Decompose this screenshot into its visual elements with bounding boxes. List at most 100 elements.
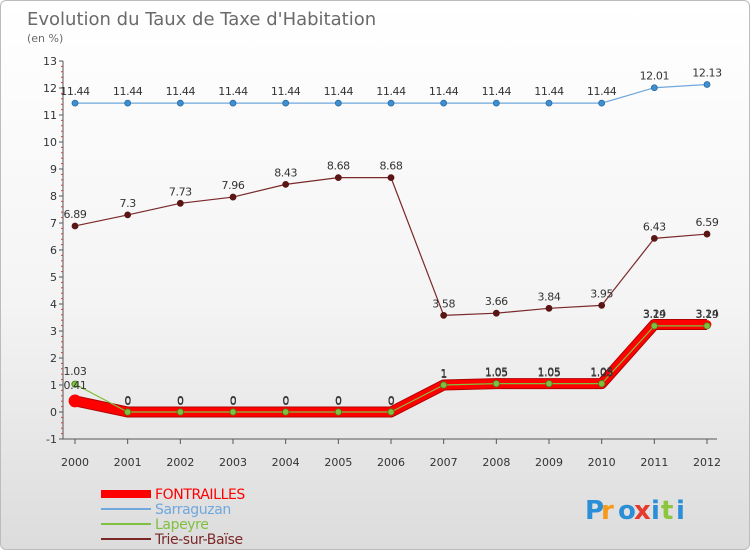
data-label: 1.05: [590, 366, 613, 379]
data-label: 0: [335, 395, 342, 408]
x-tick-label: 2002: [166, 456, 194, 469]
data-point: [124, 99, 132, 107]
logo-letter: t: [661, 496, 673, 526]
data-label: 11.44: [587, 85, 617, 98]
data-label: 0: [124, 394, 131, 407]
data-label: 11.44: [113, 85, 143, 98]
data-label: 7.96: [222, 179, 245, 192]
data-label: 7.3: [120, 197, 137, 210]
data-label: 1.05: [485, 367, 508, 380]
data-point: [71, 99, 79, 107]
data-label: 0.41: [64, 379, 87, 392]
x-tick-label: 2001: [114, 456, 142, 469]
data-label: 12.01: [640, 70, 670, 83]
series-layer: [68, 81, 712, 418]
data-label: 8.68: [380, 160, 403, 173]
x-tick-label: 2012: [693, 456, 721, 469]
data-label: 11.44: [166, 85, 196, 98]
legend: FONTRAILLESSarraguzanLapeyreTrie-sur-Baï…: [101, 487, 246, 548]
data-point: [387, 174, 395, 182]
data-point: [124, 408, 132, 416]
data-label: 11.44: [218, 85, 248, 98]
data-label: 3.66: [485, 295, 508, 308]
data-label: 11.44: [271, 85, 301, 98]
y-tick-label: 6: [50, 244, 57, 257]
data-point: [440, 311, 448, 319]
legend-label: Sarraguzan: [155, 502, 231, 518]
data-label: 0: [388, 394, 395, 407]
data-label: 12.13: [692, 66, 722, 79]
data-point: [334, 99, 342, 107]
data-point: [650, 234, 658, 242]
x-tick-label: 2010: [588, 456, 616, 469]
data-labels: 0.41 0 0 0 0 0 0 1 1.05 1.05 1.05 3.24 3.24 11.44 11.4…: [60, 66, 722, 408]
x-tick-label: 2008: [482, 456, 510, 469]
x-tick-label: 2011: [640, 456, 668, 469]
data-point: [229, 408, 237, 416]
data-label: 1.05: [538, 367, 561, 380]
chart-title: Evolution du Taux de Taxe d'Habitation: [27, 9, 376, 30]
x-tick-label: 2004: [272, 456, 300, 469]
data-label: 11.44: [482, 85, 512, 98]
data-label: 0: [177, 394, 184, 407]
data-point: [176, 199, 184, 207]
x-tick-label: 2000: [61, 456, 89, 469]
logo-letter: o: [618, 496, 636, 526]
data-point: [492, 99, 500, 107]
x-tick-label: 2005: [324, 456, 352, 469]
data-label: 3.19: [696, 308, 719, 321]
data-point: [176, 99, 184, 107]
data-point: [68, 394, 82, 408]
data-point: [492, 309, 500, 317]
data-point: [545, 304, 553, 312]
logo-letter: r: [601, 496, 614, 526]
data-point: [334, 174, 342, 182]
logo-letter: i: [676, 496, 685, 526]
data-label: 1: [440, 368, 447, 381]
data-label: 0: [230, 395, 237, 408]
logo-letter: P: [585, 496, 604, 526]
y-tick-label: 13: [43, 55, 57, 68]
x-tick-label: 2003: [219, 456, 247, 469]
data-point: [703, 322, 711, 330]
data-point: [440, 381, 448, 389]
legend-label: FONTRAILLES: [155, 487, 245, 503]
data-label: 11.44: [324, 85, 354, 98]
data-point: [598, 380, 606, 388]
data-label: 1.05: [590, 367, 613, 380]
data-label: 0: [177, 395, 184, 408]
data-label: 6.89: [64, 208, 87, 221]
data-point: [282, 408, 290, 416]
data-point: [598, 99, 606, 107]
data-point: [71, 222, 79, 230]
data-label: 1.05: [485, 366, 508, 379]
x-tick-label: 2006: [377, 456, 405, 469]
data-label: 11.44: [376, 85, 406, 98]
data-label: 11.44: [60, 85, 90, 98]
y-tick-label: 8: [50, 190, 57, 203]
data-point: [229, 193, 237, 201]
y-tick-label: 9: [50, 163, 57, 176]
data-label: 1: [440, 367, 447, 380]
x-tick-label: 2009: [535, 456, 563, 469]
data-label: 0: [230, 394, 237, 407]
legend-label: Trie-sur-Baïse: [154, 532, 243, 548]
data-label: 3.24: [696, 308, 719, 321]
data-label: 11.44: [534, 85, 564, 98]
data-point: [71, 380, 79, 388]
data-label: 3.58: [432, 297, 455, 310]
data-point: [440, 99, 448, 107]
data-point: [176, 408, 184, 416]
data-point: [334, 408, 342, 416]
data-label: 8.68: [327, 160, 350, 173]
data-label: 0: [388, 395, 395, 408]
data-point: [282, 180, 290, 188]
data-point: [650, 84, 658, 92]
y-tick-label: 10: [43, 136, 57, 149]
data-label: 3.95: [590, 287, 613, 300]
data-point: [492, 380, 500, 388]
y-tick-label: 7: [50, 217, 57, 230]
